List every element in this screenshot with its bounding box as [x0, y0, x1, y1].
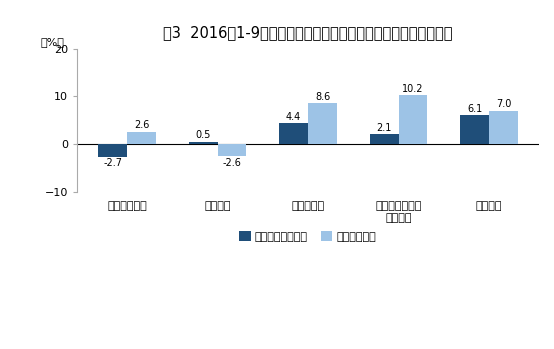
Text: 6.1: 6.1 [467, 104, 482, 113]
Bar [98, 144, 127, 157]
Text: 2.6: 2.6 [134, 120, 149, 130]
Text: 8.6: 8.6 [315, 91, 330, 102]
Bar [279, 123, 308, 144]
Bar [188, 142, 218, 144]
Bar [218, 144, 247, 156]
Bar [398, 95, 428, 144]
Bar [460, 115, 489, 144]
Bar [489, 111, 518, 144]
Bar [127, 132, 156, 144]
Text: -2.6: -2.6 [223, 158, 242, 168]
Text: -2.7: -2.7 [103, 158, 122, 168]
Text: （%）: （%） [40, 37, 64, 47]
Text: 0.5: 0.5 [196, 130, 211, 140]
Title: 图3  2016年1-9月份分经济类型主营业务收入与利润总额同比增速: 图3 2016年1-9月份分经济类型主营业务收入与利润总额同比增速 [163, 25, 453, 40]
Text: 7.0: 7.0 [496, 99, 511, 109]
Bar [370, 134, 398, 144]
Bar [308, 103, 337, 144]
Text: 10.2: 10.2 [402, 84, 424, 94]
Legend: 主营业务收入增速, 利润总额增速: 主营业务收入增速, 利润总额增速 [235, 227, 381, 246]
Text: 4.4: 4.4 [286, 112, 301, 121]
Text: 2.1: 2.1 [376, 122, 392, 133]
